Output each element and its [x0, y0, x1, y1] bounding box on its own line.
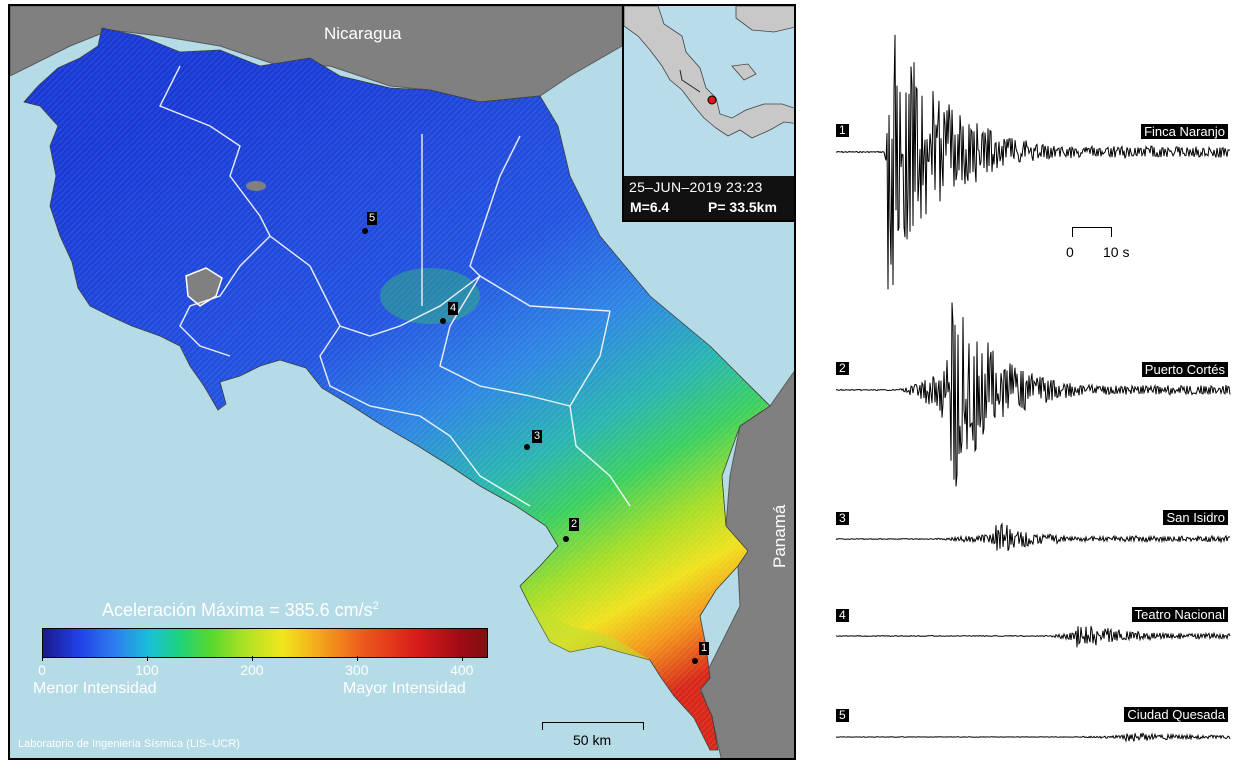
time-scale-end: 10 s [1103, 244, 1130, 260]
colorbar-tick-mark [461, 656, 463, 661]
seismogram-trace-1 [835, 34, 1231, 290]
station-marker-5 [362, 228, 368, 234]
time-scale-bar [1072, 227, 1112, 237]
time-scale-start: 0 [1066, 244, 1074, 260]
colorbar-title: Aceleración Máxima = 385.6 cm/s2 [102, 600, 379, 620]
station-marker-3 [524, 444, 530, 450]
station-marker-4 [440, 318, 446, 324]
station-label-3: 3 [532, 430, 543, 443]
colorbar-tick-mark [146, 656, 148, 661]
intensity-map: Nicaragua Panamá 5 4 3 2 1 25–JUN–2019 2… [8, 4, 796, 760]
colorbar [42, 628, 488, 658]
inset-map [624, 6, 794, 139]
station-label-5: 5 [367, 212, 378, 225]
province-borders [159, 65, 631, 507]
colorbar-tick-label: 0 [38, 662, 46, 678]
nicaragua-land [10, 6, 623, 103]
trace-name-2: Puerto Cortés [1141, 362, 1228, 377]
seismogram-trace-2 [835, 302, 1231, 487]
seismogram-trace-5 [835, 732, 1231, 743]
osa-peninsula [530, 606, 650, 660]
colorbar-tick-mark [251, 656, 253, 661]
trace-number-1: 1 [836, 124, 849, 137]
station-label-1: 1 [699, 642, 710, 655]
seismogram-panel: 1 Finca Naranjo 2 Puerto Cortés 3 San Is… [830, 0, 1239, 766]
country-label-nicaragua: Nicaragua [324, 24, 402, 43]
lake-arenal [246, 181, 266, 191]
trace-name-1: Finca Naranjo [1141, 124, 1228, 139]
station-marker-1 [692, 658, 698, 664]
relief-shading [24, 28, 770, 750]
locator-inset: 25–JUN–2019 23:23 M=6.4 P= 33.5km [622, 6, 794, 222]
event-magnitude: M=6.4 [630, 199, 670, 215]
colorbar-min-label: Menor Intensidad [33, 680, 157, 697]
station-label-4: 4 [448, 302, 459, 315]
station-label-2: 2 [569, 518, 580, 531]
trace-number-5: 5 [836, 709, 849, 722]
colorbar-tick-mark [356, 656, 358, 661]
map-canvas [10, 6, 794, 758]
station-marker-2 [563, 536, 569, 542]
epicenter-marker [707, 95, 717, 105]
event-datetime: 25–JUN–2019 23:23 [629, 179, 763, 195]
country-label-panama: Panamá [770, 504, 789, 568]
seismogram-traces [835, 34, 1231, 743]
colorbar-tick-label: 400 [450, 662, 474, 678]
trace-number-4: 4 [836, 609, 849, 622]
seismogram-trace-3 [835, 522, 1231, 551]
event-depth: P= 33.5km [708, 199, 777, 215]
colorbar-tick-mark [42, 656, 43, 661]
gulf-nicoya [185, 267, 223, 307]
trace-name-4: Teatro Nacional [1131, 607, 1228, 622]
colorbar-tick-label: 100 [135, 662, 159, 678]
colorbar-max-label: Mayor Intensidad [343, 680, 466, 697]
scale-bar-label: 50 km [573, 732, 612, 748]
trace-number-2: 2 [836, 362, 849, 375]
colorbar-tick-label: 300 [345, 662, 369, 678]
credit-text: Laboratorio de Ingeniería Sísmica (LIS–U… [18, 738, 240, 750]
trace-name-5: Ciudad Quesada [1124, 707, 1228, 722]
central-valley-hotspot [380, 268, 480, 324]
trace-number-3: 3 [836, 512, 849, 525]
scale-bar [542, 722, 644, 730]
trace-name-3: San Isidro [1163, 510, 1228, 525]
colorbar-tick-label: 200 [240, 662, 264, 678]
seismogram-trace-4 [836, 626, 1231, 648]
event-info-box: 25–JUN–2019 23:23 M=6.4 P= 33.5km [624, 176, 794, 220]
